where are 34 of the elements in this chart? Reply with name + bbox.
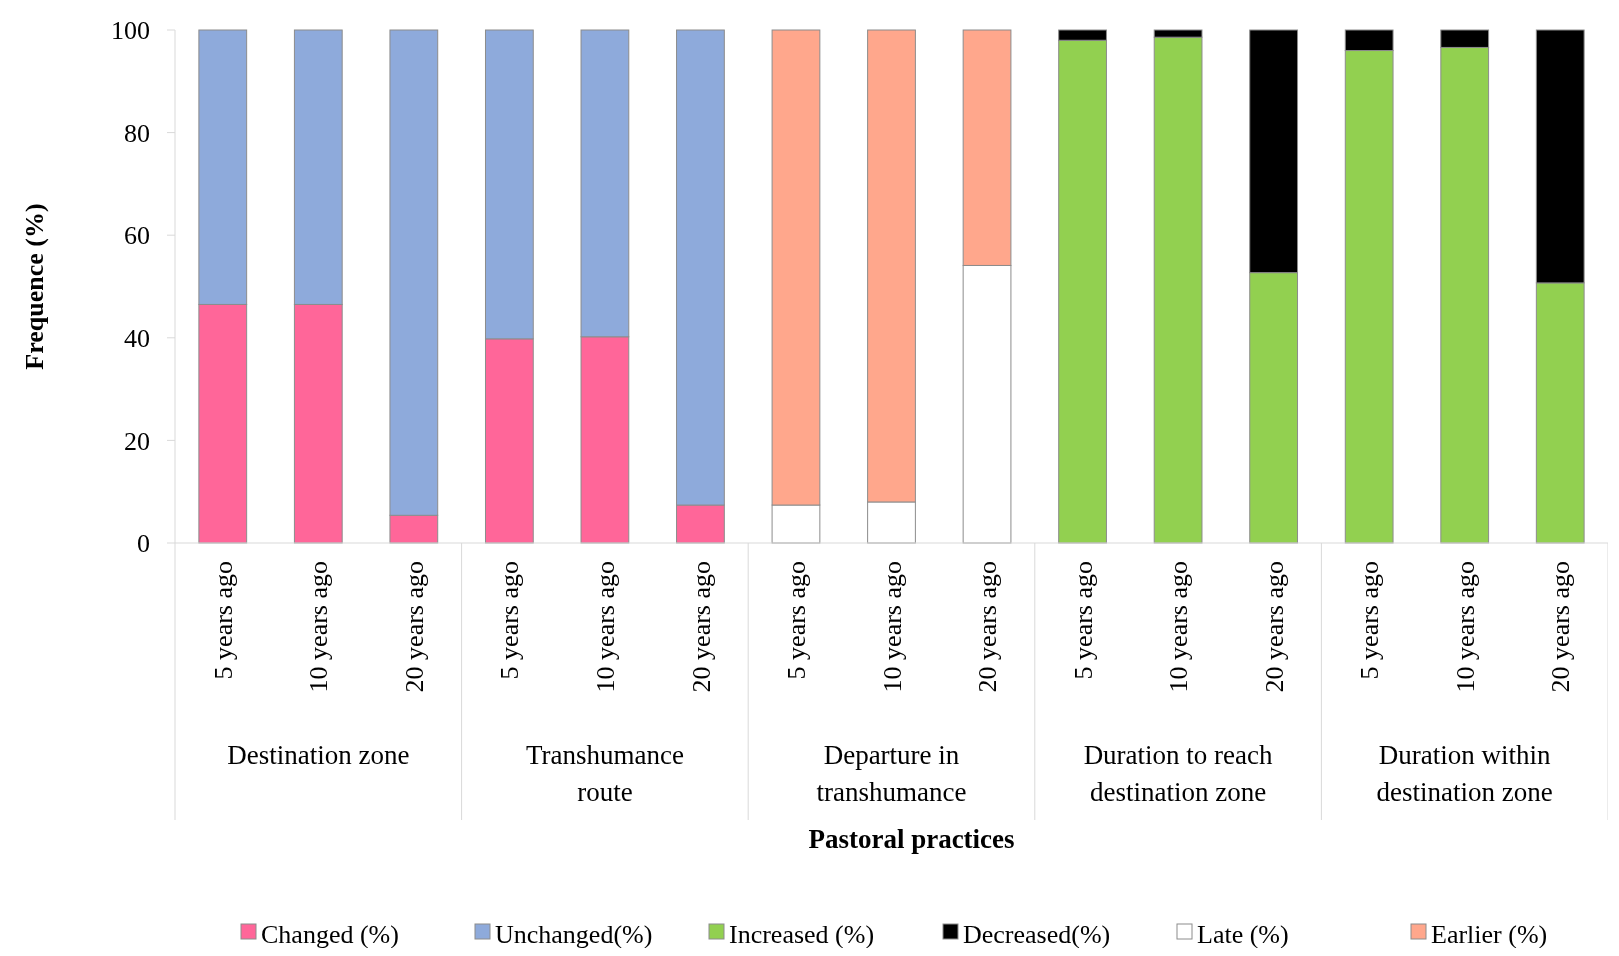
legend-label: Increased (%) bbox=[729, 920, 875, 949]
x-tick-label: 20 years ago bbox=[973, 561, 1003, 693]
x-tick-label: 5 years ago bbox=[1355, 561, 1385, 680]
x-tick-label: 10 years ago bbox=[877, 561, 907, 693]
y-tick-label: 20 bbox=[124, 426, 150, 456]
x-tick-label: 10 years ago bbox=[1450, 561, 1480, 693]
x-tick-label: 5 years ago bbox=[1068, 561, 1098, 680]
text: Duration to reach destination zone bbox=[1083, 740, 1274, 807]
x-tick-label: 10 years ago bbox=[591, 561, 620, 693]
x-tick-label: 20 years ago bbox=[686, 561, 716, 693]
y-tick-label: 0 bbox=[137, 529, 150, 559]
x-tick-label: 20 years ago bbox=[1259, 561, 1289, 693]
x-tick-label: 5 years ago bbox=[208, 561, 238, 680]
legend-label: Earlier (%) bbox=[1431, 920, 1548, 949]
legend-label: Late (%) bbox=[1197, 920, 1289, 949]
legend-label: Decreased(%) bbox=[963, 920, 1111, 949]
x-tick-label: 20 years ago bbox=[399, 561, 429, 693]
y-tick-label: 60 bbox=[124, 221, 150, 251]
legend-label: Changed (%) bbox=[261, 920, 399, 949]
x-tick-label: 20 years ago bbox=[1546, 561, 1576, 693]
y-tick-label: 80 bbox=[124, 118, 150, 148]
y-tick-label: 100 bbox=[111, 16, 150, 46]
text: Duration within destination zone bbox=[1376, 740, 1553, 807]
x-tick-label: 10 years ago bbox=[1164, 561, 1194, 693]
text: Transhumance route bbox=[525, 740, 684, 807]
y-tick-label: 40 bbox=[124, 323, 150, 353]
x-tick-label: 5 years ago bbox=[782, 561, 812, 680]
legend-label: Unchanged(%) bbox=[495, 920, 653, 949]
text: Departure in transhumance bbox=[816, 740, 967, 807]
x-tick-label: 5 years ago bbox=[495, 561, 525, 680]
text: Destination zone bbox=[227, 740, 410, 770]
x-axis-title: Pastoral practices bbox=[808, 824, 1015, 854]
y-axis-title: Frequence (%) bbox=[20, 203, 49, 370]
x-tick-label: 10 years ago bbox=[304, 561, 334, 693]
